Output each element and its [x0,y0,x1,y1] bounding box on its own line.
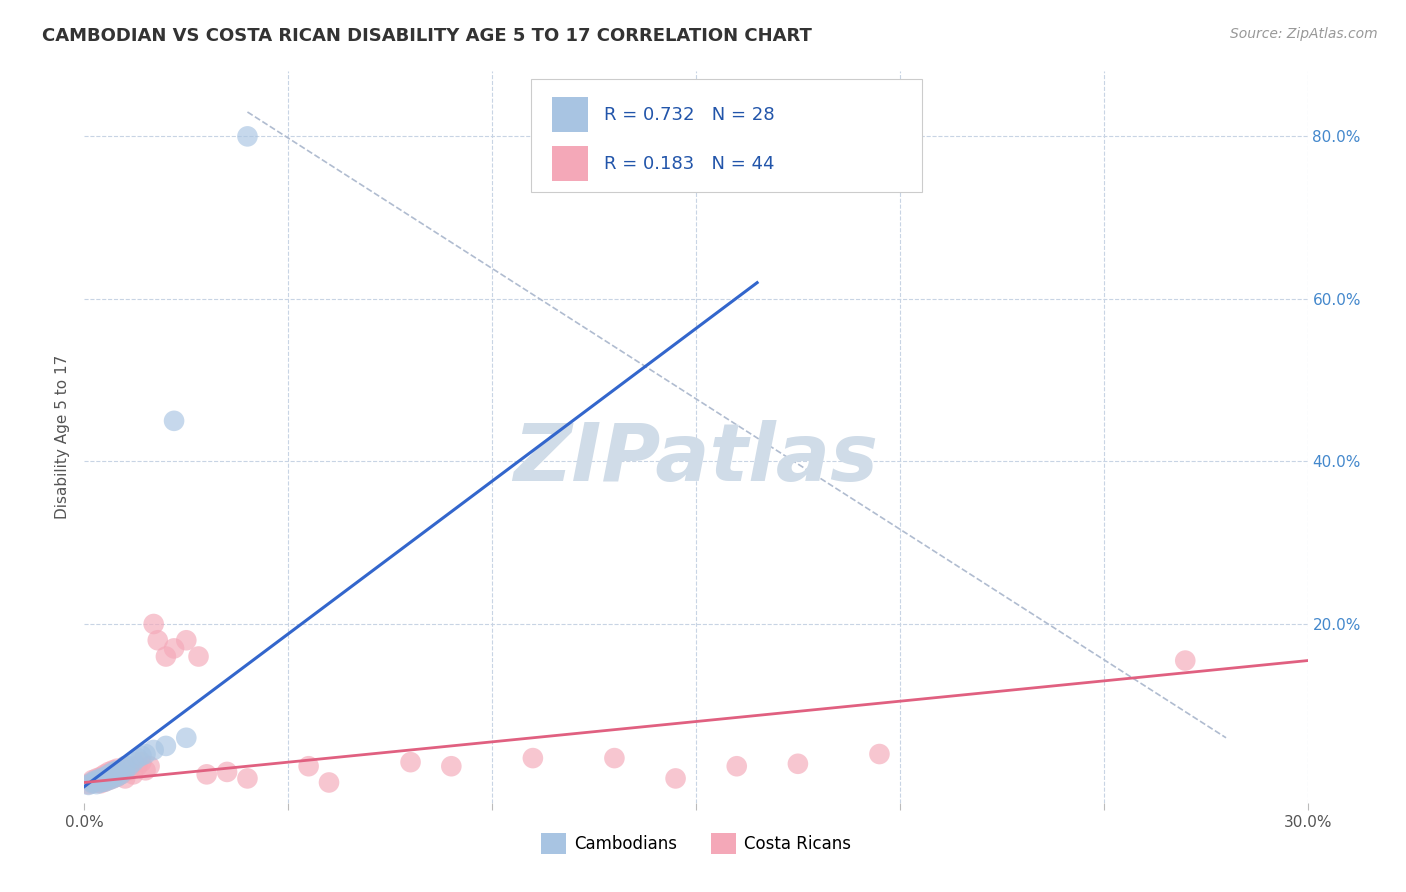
Y-axis label: Disability Age 5 to 17: Disability Age 5 to 17 [55,355,70,519]
Point [110,767,132,781]
Point [82,775,104,789]
Text: R = 0.183   N = 44: R = 0.183 N = 44 [605,154,775,172]
Point [114,759,136,773]
Point [142,617,165,632]
Text: ZIPatlas: ZIPatlas [513,420,879,498]
Point [174,633,197,648]
Point [155,739,177,753]
Point [86,772,108,786]
Point [114,764,136,778]
Point [97,764,120,779]
Point [174,731,197,745]
Point [135,747,157,761]
Point [187,649,209,664]
FancyBboxPatch shape [551,97,588,132]
Point [90,776,112,790]
Point [105,770,128,784]
Point [138,759,160,773]
Point [93,774,115,789]
Point [869,747,891,761]
Point [97,772,120,787]
FancyBboxPatch shape [551,146,588,181]
Point [1174,654,1197,668]
Legend: Cambodians, Costa Ricans: Cambodians, Costa Ricans [534,827,858,860]
Text: R = 0.732   N = 28: R = 0.732 N = 28 [605,105,775,123]
Point [90,772,112,786]
Point [114,772,136,786]
Point [298,759,321,773]
Point [101,764,124,778]
Point [101,772,124,786]
Point [93,774,115,789]
Point [97,767,120,781]
Point [82,772,104,787]
Point [127,751,149,765]
Point [146,633,169,648]
Point [77,777,100,791]
Point [318,775,340,789]
Point [86,777,108,791]
Point [155,649,177,664]
Point [122,767,145,781]
Point [142,743,165,757]
Point [97,772,120,787]
Point [131,748,153,763]
Point [82,776,104,790]
Point [82,774,104,789]
Point [135,764,157,778]
Point [93,770,115,784]
Point [90,770,112,784]
Text: CAMBODIAN VS COSTA RICAN DISABILITY AGE 5 TO 17 CORRELATION CHART: CAMBODIAN VS COSTA RICAN DISABILITY AGE … [42,27,813,45]
Point [101,772,124,786]
Point [399,755,422,769]
Point [118,759,141,773]
FancyBboxPatch shape [531,78,922,192]
Point [787,756,810,771]
Point [105,764,128,778]
Point [86,772,108,787]
Point [105,762,128,776]
Point [725,759,748,773]
Point [110,767,132,781]
Text: Source: ZipAtlas.com: Source: ZipAtlas.com [1230,27,1378,41]
Point [118,764,141,778]
Point [127,759,149,773]
Point [90,775,112,789]
Point [522,751,544,765]
Point [440,759,463,773]
Point [665,772,688,786]
Point [131,755,153,769]
Point [114,759,136,773]
Point [77,778,100,792]
Point [105,770,128,784]
Point [603,751,626,765]
Point [101,764,124,779]
Point [93,767,115,781]
Point [163,414,186,428]
Point [236,129,259,144]
Point [195,767,218,781]
Point [236,772,259,786]
Point [217,764,239,779]
Point [163,641,186,656]
Point [86,775,108,789]
Point [122,755,145,769]
